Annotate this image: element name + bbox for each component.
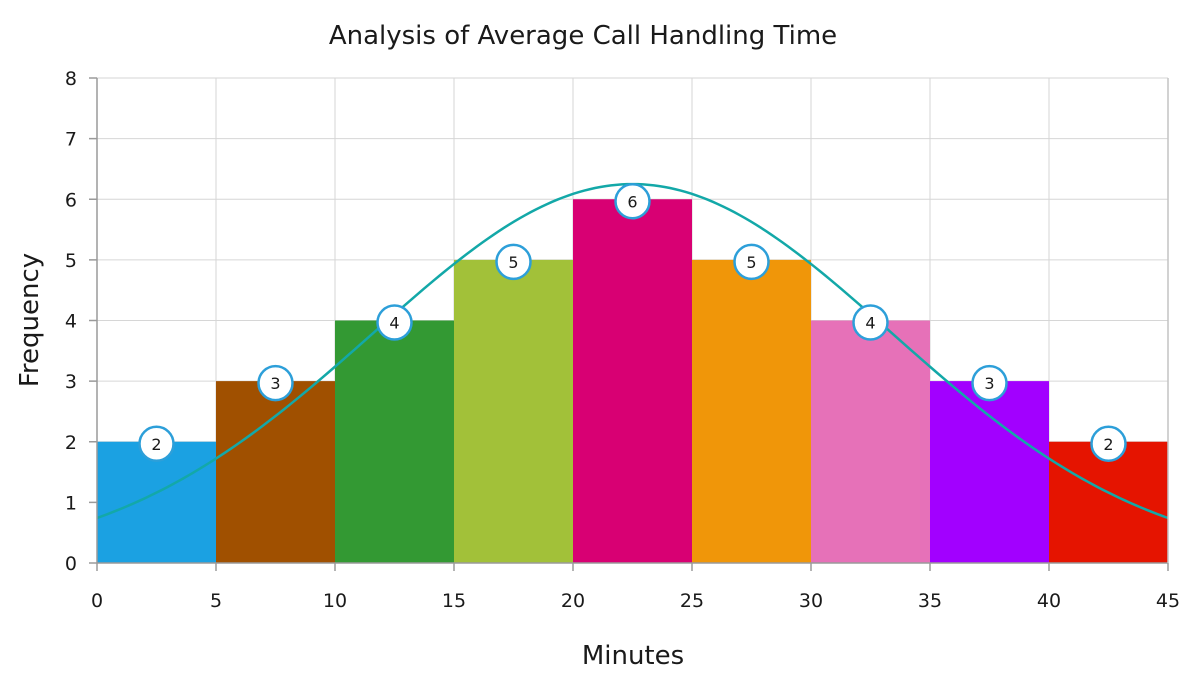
data-label: 5 [746,253,756,272]
data-label-bubble [1090,425,1127,462]
y-tick-label: 0 [65,553,77,575]
data-label-bubble [614,183,651,220]
y-tick-label: 4 [65,311,77,333]
bar-30-35 [811,320,930,563]
bar-35-40 [930,381,1049,563]
data-label: 3 [270,374,280,393]
data-label: 2 [151,435,161,454]
data-label-bubble [733,243,770,281]
y-tick-label: 2 [65,432,77,454]
y-axis-title: Frequency [15,253,45,387]
data-label: 4 [865,314,875,333]
y-tick-label: 8 [65,68,77,90]
bar-10-15 [335,320,454,563]
data-label: 4 [389,314,399,333]
y-tick-label: 1 [65,492,77,514]
data-label-bubble [971,364,1008,402]
x-tick-label: 5 [210,590,222,612]
y-tick-label: 7 [65,129,77,151]
y-tick-label: 5 [65,250,77,272]
x-axis-title: Minutes [582,641,684,671]
x-tick-label: 45 [1156,590,1180,612]
x-tick-label: 30 [799,590,823,612]
x-tick-label: 20 [561,590,585,612]
y-tick-label: 3 [65,371,77,393]
data-label: 2 [1103,435,1113,454]
x-tick-label: 0 [91,590,103,612]
chart-title: Analysis of Average Call Handling Time [329,21,837,51]
bar-15-20 [454,259,573,563]
bar-20-25 [573,199,692,563]
bar-5-10 [216,381,335,563]
data-label-bubble [495,243,532,281]
data-label-bubble [376,304,413,341]
x-tick-label: 40 [1037,590,1061,612]
bar-25-30 [692,259,811,563]
x-tick-label: 35 [918,590,942,612]
x-tick-label: 10 [323,590,347,612]
x-tick-label: 15 [442,590,466,612]
y-tick-label: 6 [65,189,77,211]
data-label: 3 [984,374,994,393]
data-label: 6 [627,192,637,211]
bars-layer [97,199,1168,563]
data-label: 5 [508,253,518,272]
x-tick-label: 25 [680,590,704,612]
labels-layer: 2 3 4 5 6 5 4 3 2 [138,183,1127,462]
data-label-bubble [138,425,175,462]
data-label-bubble [257,364,294,402]
data-label-bubble [852,304,889,341]
